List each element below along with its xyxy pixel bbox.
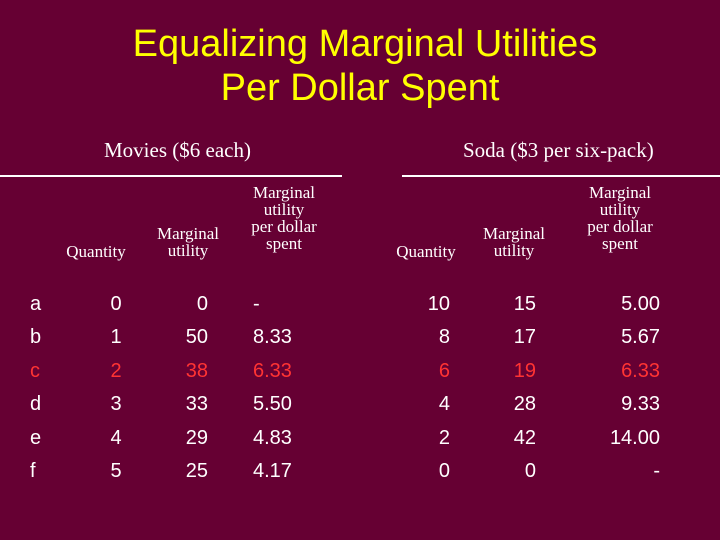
soda-mupd-cell: 5.67 [621,326,660,349]
soda-mupd-cell: 6.33 [621,359,660,382]
soda-mupd-header-line: Marginal [588,183,651,202]
movies-mu-cell: 29 [185,426,208,449]
title-line-2: Per Dollar Spent [220,67,500,109]
row-label: a [30,293,42,315]
movies-mupd-cell: - [253,293,260,315]
soda-mu-cell: 42 [513,426,536,449]
soda-mu-cell: 15 [513,293,536,315]
row-label: b [30,326,42,349]
movies-mupd-header-line: Marginal [252,183,315,202]
soda-mupd-header-line: utility [599,200,641,219]
soda-quantity-cell: 10 [427,293,450,315]
row-label: e [30,426,42,449]
movies-mu-cell: 50 [185,326,208,349]
movies-mupd-cell: 6.33 [253,359,292,382]
title-line-1: Equalizing Marginal Utilities [132,23,598,65]
soda-mupd-header-line: per dollar [587,217,653,236]
movies-mu-cell: 33 [185,393,208,416]
movies-mupd-header-line: spent [266,234,302,253]
movies-mupd-header-line: utility [263,200,305,219]
movies-quantity-cell: 0 [110,293,122,315]
movies-mupd-cell: 4.17 [253,460,292,482]
row-label: d [30,393,42,416]
movies-mu-header-line: utility [167,241,209,260]
movies-mupd-cell: 4.83 [253,426,292,449]
movies-mupd-cell: 8.33 [253,326,292,349]
soda-quantity-cell: 6 [438,359,450,382]
soda-mupd-cell: 5.00 [621,293,660,315]
soda-mu-header-line: utility [493,241,535,260]
soda-divider [402,175,720,177]
soda-quantity-cell: 2 [438,426,450,449]
soda-quantity-cell: 8 [438,326,450,349]
movies-mu-cell: 38 [185,359,208,382]
soda-mu-header: Marginal utility [472,225,556,259]
soda-heading: Soda ($3 per six-pack) [463,138,654,162]
row-label: c [30,359,40,382]
movies-divider [0,175,342,177]
movies-quantity-cell: 2 [110,359,122,382]
movies-quantity-header: Quantity [66,242,126,261]
movies-quantity-cell: 5 [110,460,122,482]
movies-quantity-cell: 1 [110,326,122,349]
movies-heading: Movies ($6 each) [104,138,251,162]
soda-mupd-header: Marginal utility per dollar spent [568,184,672,252]
soda-quantity-cell: 0 [438,460,450,482]
soda-mu-cell: 28 [513,393,536,416]
soda-mu-header-line: Marginal [482,224,545,243]
row-label: f [30,460,36,482]
movies-mu-cell: 0 [196,293,208,315]
soda-mupd-cell: 9.33 [621,393,660,416]
soda-quantity-header: Quantity [396,242,456,261]
movies-mu-cell: 25 [185,460,208,482]
soda-mupd-header-line: spent [602,234,638,253]
movies-quantity-cell: 3 [110,393,122,416]
movies-mu-header-line: Marginal [156,224,219,243]
slide-title: Equalizing Marginal Utilities Per Dollar… [0,22,720,110]
movies-quantity-cell: 4 [110,426,122,449]
movies-mupd-header: Marginal utility per dollar spent [232,184,336,252]
movies-mu-header: Marginal utility [146,225,230,259]
soda-mupd-cell: 14.00 [609,426,660,449]
soda-quantity-cell: 4 [438,393,450,416]
soda-mu-cell: 19 [513,359,536,382]
movies-mupd-header-line: per dollar [251,217,317,236]
soda-mu-cell: 0 [524,460,536,482]
soda-mupd-cell: - [653,460,660,482]
soda-mu-cell: 17 [513,326,536,349]
movies-mupd-cell: 5.50 [253,393,292,416]
